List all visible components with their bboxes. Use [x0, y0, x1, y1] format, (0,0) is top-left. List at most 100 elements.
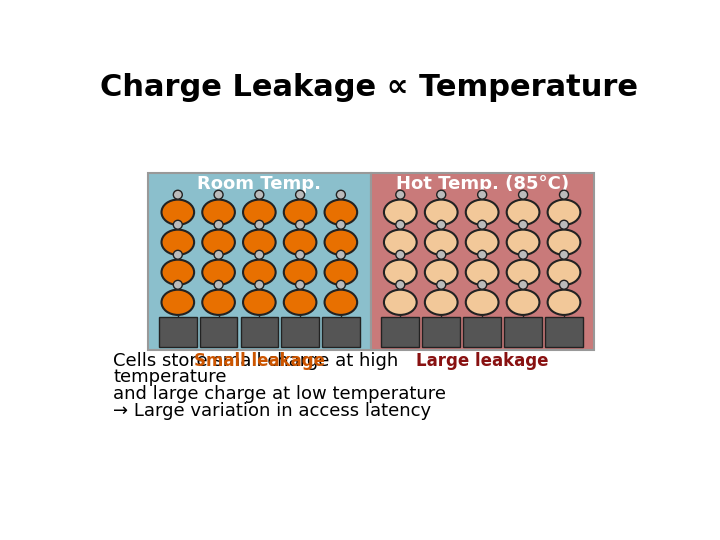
Ellipse shape [548, 260, 580, 285]
Ellipse shape [325, 200, 357, 225]
Ellipse shape [336, 280, 346, 289]
Ellipse shape [255, 190, 264, 199]
Ellipse shape [518, 190, 528, 199]
Ellipse shape [396, 280, 405, 289]
Ellipse shape [174, 220, 182, 229]
Ellipse shape [202, 289, 235, 315]
Ellipse shape [202, 200, 235, 225]
Ellipse shape [284, 289, 316, 315]
Ellipse shape [425, 200, 458, 225]
Ellipse shape [202, 230, 235, 255]
Ellipse shape [559, 250, 569, 259]
Ellipse shape [336, 220, 346, 229]
Ellipse shape [437, 280, 446, 289]
Ellipse shape [284, 200, 316, 225]
Ellipse shape [214, 190, 223, 199]
Bar [159, 318, 197, 347]
Ellipse shape [174, 190, 182, 199]
Ellipse shape [336, 251, 346, 259]
Ellipse shape [174, 280, 182, 289]
Ellipse shape [284, 260, 316, 285]
Text: Cells store small charge at high: Cells store small charge at high [113, 352, 398, 370]
Text: Charge Leakage ∝ Temperature: Charge Leakage ∝ Temperature [100, 73, 638, 103]
Ellipse shape [296, 190, 305, 199]
Text: Large leakage: Large leakage [416, 352, 549, 370]
Bar [504, 318, 542, 347]
Bar [371, 173, 594, 350]
Ellipse shape [548, 200, 580, 225]
Ellipse shape [518, 220, 528, 229]
Ellipse shape [466, 230, 498, 255]
Ellipse shape [437, 220, 446, 229]
Ellipse shape [214, 220, 223, 229]
Ellipse shape [214, 280, 223, 289]
Ellipse shape [437, 190, 446, 199]
Ellipse shape [243, 230, 276, 255]
Bar [464, 318, 501, 347]
Ellipse shape [425, 289, 458, 315]
Ellipse shape [384, 200, 417, 225]
Ellipse shape [243, 200, 276, 225]
Bar [240, 318, 278, 347]
Ellipse shape [477, 250, 487, 259]
Ellipse shape [477, 190, 487, 199]
Ellipse shape [396, 250, 405, 259]
Ellipse shape [325, 289, 357, 315]
Ellipse shape [396, 190, 405, 199]
Ellipse shape [396, 220, 405, 229]
Ellipse shape [507, 230, 539, 255]
Ellipse shape [548, 230, 580, 255]
Bar [148, 173, 371, 350]
Text: and large charge at low temperature: and large charge at low temperature [113, 384, 446, 403]
Ellipse shape [284, 230, 316, 255]
Ellipse shape [161, 230, 194, 255]
Ellipse shape [161, 289, 194, 315]
Bar [322, 318, 359, 347]
Ellipse shape [466, 200, 498, 225]
Ellipse shape [384, 230, 417, 255]
Ellipse shape [559, 280, 569, 289]
Ellipse shape [477, 220, 487, 229]
Ellipse shape [507, 260, 539, 285]
Ellipse shape [336, 190, 346, 199]
Ellipse shape [466, 289, 498, 315]
Ellipse shape [507, 289, 539, 315]
Ellipse shape [384, 260, 417, 285]
Text: Room Temp.: Room Temp. [197, 175, 321, 193]
Ellipse shape [202, 260, 235, 285]
Ellipse shape [548, 289, 580, 315]
Ellipse shape [325, 260, 357, 285]
Ellipse shape [255, 280, 264, 289]
Ellipse shape [296, 251, 305, 259]
Text: Small leakage: Small leakage [194, 352, 325, 370]
Ellipse shape [437, 250, 446, 259]
Ellipse shape [214, 251, 223, 259]
Bar [200, 318, 238, 347]
Ellipse shape [243, 260, 276, 285]
Ellipse shape [477, 280, 487, 289]
Ellipse shape [174, 251, 182, 259]
Ellipse shape [466, 260, 498, 285]
Ellipse shape [296, 220, 305, 229]
Ellipse shape [243, 289, 276, 315]
Text: Hot Temp. (85°C): Hot Temp. (85°C) [395, 175, 569, 193]
Ellipse shape [296, 280, 305, 289]
Bar [382, 318, 419, 347]
Ellipse shape [425, 230, 458, 255]
Text: temperature: temperature [113, 368, 227, 386]
Ellipse shape [384, 289, 417, 315]
Ellipse shape [255, 251, 264, 259]
Ellipse shape [559, 220, 569, 229]
Bar [423, 318, 460, 347]
Ellipse shape [425, 260, 458, 285]
Ellipse shape [559, 190, 569, 199]
Ellipse shape [255, 220, 264, 229]
Bar [282, 318, 319, 347]
Ellipse shape [507, 200, 539, 225]
Ellipse shape [518, 280, 528, 289]
Ellipse shape [325, 230, 357, 255]
Ellipse shape [518, 250, 528, 259]
Ellipse shape [161, 260, 194, 285]
Ellipse shape [161, 200, 194, 225]
Text: → Large variation in access latency: → Large variation in access latency [113, 402, 431, 420]
